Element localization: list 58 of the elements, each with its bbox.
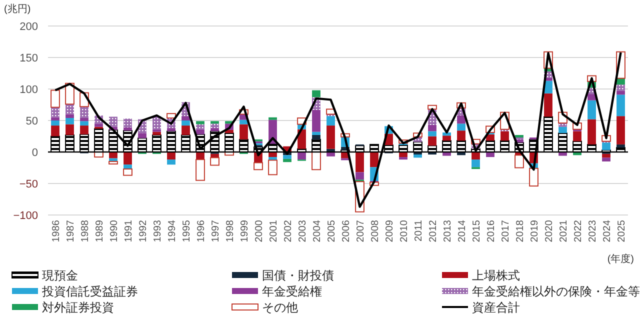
y-tick-label: 100 (20, 84, 38, 96)
x-tick-label: 2022 (572, 220, 584, 242)
x-tick-label: 2004 (312, 220, 323, 242)
x-tick-label: 2000 (254, 220, 265, 242)
legend-label: 対外証券投資 (42, 300, 114, 314)
x-tick-label: 1995 (181, 220, 192, 242)
legend-label: 資産合計 (472, 300, 520, 314)
y-tick-label: 200 (20, 21, 38, 33)
x-axis-title: (年度) (607, 253, 634, 265)
x-tick-label: 2010 (398, 220, 410, 242)
x-tick-label: 1987 (65, 220, 76, 242)
x-tick-label: 2021 (558, 220, 570, 242)
x-tick-label: 1992 (138, 220, 149, 242)
x-tick-label: 1986 (50, 220, 62, 242)
x-tick-label: 2019 (529, 220, 540, 242)
x-tick-label: 2020 (544, 220, 555, 242)
x-tick-label: 2018 (514, 220, 526, 242)
x-tick-label: 2024 (602, 220, 613, 242)
x-tick-label: 1999 (239, 220, 250, 242)
x-tick-label: 1997 (210, 220, 222, 242)
x-tick-label: 2015 (471, 220, 482, 242)
x-tick-label: 1996 (196, 220, 207, 242)
legend-label: 上場株式 (472, 268, 520, 282)
y-axis-title: (兆円) (4, 3, 31, 15)
y-tick-label: −50 (19, 178, 38, 190)
y-tick-label: 150 (20, 52, 38, 64)
y-tick-label: 50 (26, 116, 38, 128)
legend-label: 現預金 (42, 268, 78, 282)
x-tick-label: 1989 (94, 220, 106, 242)
x-tick-label: 1998 (224, 220, 236, 242)
x-tick-label: 2008 (370, 220, 381, 242)
x-tick-label: 2016 (486, 220, 497, 242)
x-tick-label: 2006 (340, 220, 352, 242)
x-tick-label: 1993 (152, 220, 164, 242)
x-tick-label: 2009 (384, 220, 396, 242)
legend-label: 年金受給権 (262, 284, 322, 298)
x-tick-label: 2005 (326, 220, 338, 242)
x-tick-label: 1994 (166, 220, 178, 242)
x-tick-label: 2007 (355, 220, 366, 242)
x-tick-label: 2025 (616, 220, 628, 242)
y-tick-label: −100 (13, 210, 38, 222)
x-tick-label: 2012 (428, 220, 439, 242)
legend-label: その他 (262, 300, 298, 314)
x-tick-label: 2017 (500, 220, 512, 242)
x-tick-label: 2011 (413, 220, 424, 242)
x-tick-label: 2001 (268, 220, 280, 242)
x-tick-label: 2002 (282, 220, 294, 242)
x-tick-label: 1991 (123, 220, 134, 242)
legend-label: 国債・財投債 (262, 268, 334, 282)
legend-label: 年金受給権以外の保険・年金等 (472, 284, 640, 298)
y-tick-label: 0 (32, 147, 38, 159)
x-tick-label: 2013 (442, 220, 454, 242)
x-tick-label: 2023 (587, 220, 598, 242)
legend-label: 投資信託受益証券 (41, 284, 138, 298)
x-tick-label: 1990 (108, 220, 120, 242)
x-tick-label: 2014 (456, 220, 468, 242)
x-tick-label: 1988 (80, 220, 91, 242)
x-tick-label: 2003 (297, 220, 308, 242)
